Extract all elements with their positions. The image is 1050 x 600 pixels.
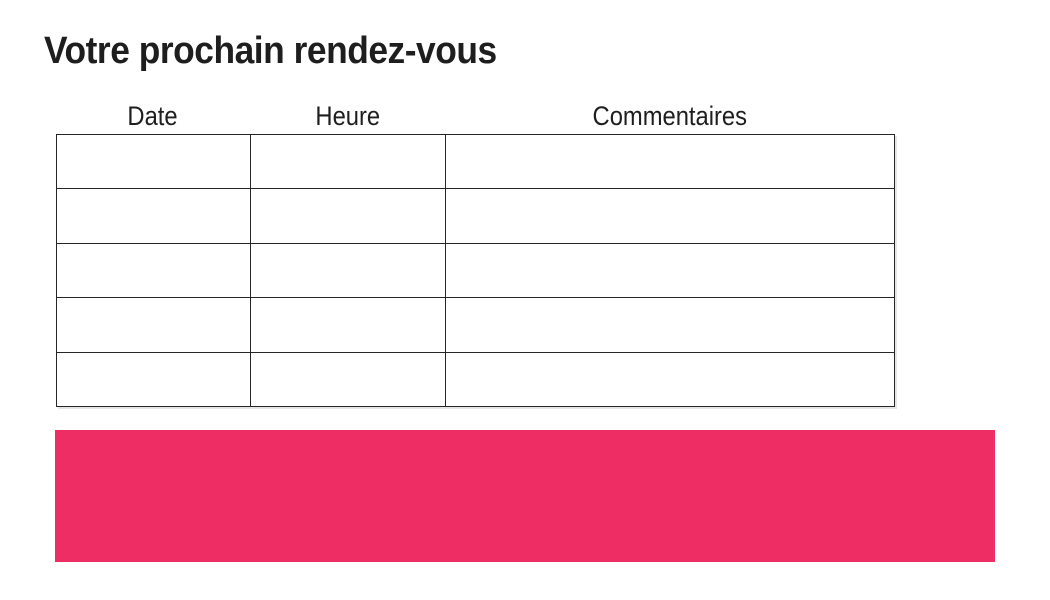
table-cell	[445, 188, 895, 244]
column-header-commentaires: Commentaires	[445, 101, 894, 131]
table-cell	[56, 242, 251, 299]
page-title: Votre prochain rendez-vous	[44, 30, 497, 72]
table-cell	[56, 297, 251, 353]
table-cell	[445, 297, 895, 353]
table-row	[56, 133, 895, 190]
column-header-heure-label: Heure	[315, 101, 380, 131]
appointments-table	[56, 133, 895, 408]
table-row	[56, 188, 895, 244]
table-row	[56, 297, 895, 353]
table-cell	[445, 242, 895, 299]
table-cell	[56, 133, 251, 190]
table-cell	[250, 133, 446, 190]
table-cell	[250, 297, 446, 353]
table-cell	[250, 188, 446, 244]
column-header-commentaires-label: Commentaires	[592, 101, 747, 131]
table-row	[56, 242, 895, 299]
table-cell	[56, 188, 251, 244]
column-header-date-label: Date	[127, 101, 179, 131]
pink-banner	[55, 430, 995, 562]
table-cell	[445, 133, 895, 190]
table-row	[56, 351, 895, 408]
column-header-date: Date	[56, 101, 250, 131]
table-cell	[56, 351, 251, 408]
table-cell	[250, 242, 446, 299]
column-header-heure: Heure	[250, 101, 445, 131]
table-cell	[445, 351, 895, 408]
table-cell	[250, 351, 446, 408]
